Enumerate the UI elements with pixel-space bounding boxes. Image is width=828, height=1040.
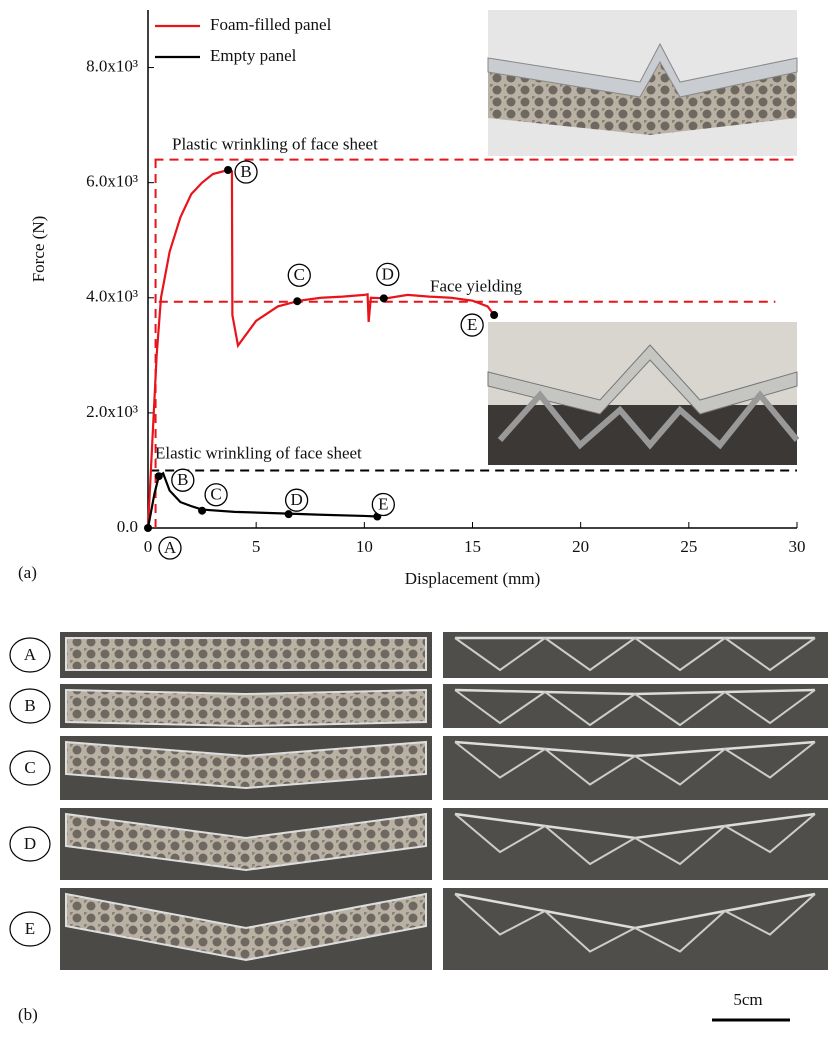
point-marker [293,297,301,305]
point-label: B [177,470,188,489]
photo-truss [443,684,828,728]
point-label: C [294,265,305,284]
series-line [148,170,494,528]
row-label: E [25,919,35,938]
x-tick-label: 20 [572,537,589,556]
point-marker [224,166,232,174]
y-tick-label: 0.0 [117,517,138,536]
point-marker [144,524,152,532]
photo-foam [60,632,432,678]
reference-label: Face yielding [430,277,523,296]
y-tick-label: 4.0x10³ [86,287,138,306]
photo-truss [443,632,828,678]
y-tick-label: 8.0x10³ [86,56,138,75]
row-label: A [24,645,37,664]
point-marker [285,510,293,518]
beam [66,690,426,726]
photo-truss [443,888,828,970]
photo-truss [443,736,828,800]
point-label: E [378,494,388,513]
reference-label: Elastic wrinkling of face sheet [155,443,362,462]
panel-label: (a) [18,563,37,582]
point-label: D [382,264,394,283]
inset-photo-foam [488,10,797,156]
point-label: A [164,538,177,557]
panel-label: (b) [18,1005,38,1024]
y-tick-label: 6.0x10³ [86,172,138,191]
x-tick-label: 30 [789,537,806,556]
y-tick-label: 2.0x10³ [86,402,138,421]
photo-foam [60,808,432,880]
y-axis-label: Force (N) [29,216,48,283]
row-label: D [24,834,36,853]
legend-label: Empty panel [210,46,297,65]
point-label: C [210,485,221,504]
photo-foam [60,684,432,728]
x-axis-label: Displacement (mm) [405,569,541,588]
x-tick-label: 10 [356,537,373,556]
x-tick-label: 5 [252,537,261,556]
point-marker [155,472,163,480]
point-label: D [290,490,302,509]
figure: (a) (b) 5cm 0.0 2.0x10³ 4.0x10³ 6.0x10³ 8.0x… [0,0,828,1040]
photo-foam [60,888,432,970]
point-marker [380,294,388,302]
x-tick-label: 15 [464,537,481,556]
point-label: B [240,162,251,181]
scale-bar-label: 5cm [733,990,762,1009]
x-tick-label: 0 [144,537,153,556]
row-label: C [24,758,35,777]
photo-foam [60,736,432,800]
legend-label: Foam-filled panel [210,15,332,34]
row-label: B [24,696,35,715]
point-marker [198,507,206,515]
photo-truss [443,808,828,880]
point-marker [490,311,498,319]
x-tick-label: 25 [680,537,697,556]
point-label: E [467,315,477,334]
reference-label: Plastic wrinkling of face sheet [172,135,378,154]
beam [66,638,426,670]
inset-photo-empty [488,322,797,465]
